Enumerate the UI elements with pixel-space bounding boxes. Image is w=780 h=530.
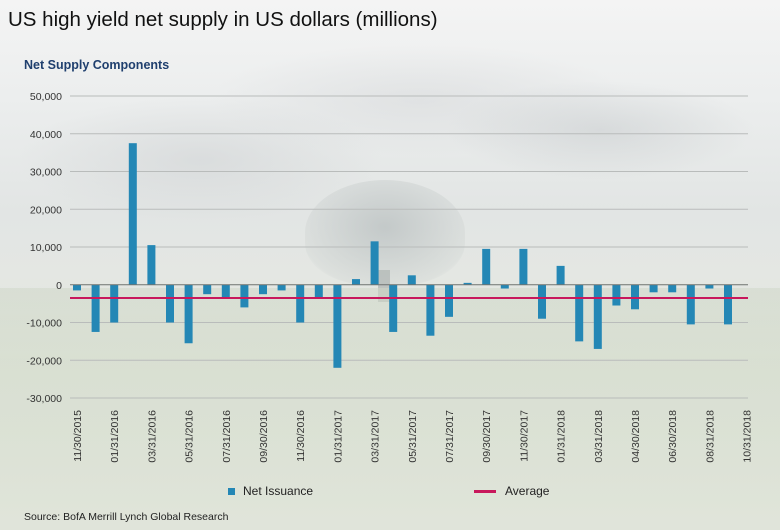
y-tick-label: -30,000	[26, 393, 62, 405]
legend-average: Average	[474, 484, 549, 498]
x-tick-label: 03/31/2018	[593, 410, 605, 463]
x-tick-label: 11/30/2017	[518, 410, 530, 462]
bar-net-issuance	[91, 284, 100, 332]
bar-net-issuance	[240, 284, 249, 308]
source-note: Source: BofA Merrill Lynch Global Resear…	[24, 511, 229, 523]
bar-net-issuance	[73, 284, 81, 291]
bar-net-issuance	[314, 284, 323, 298]
bar-net-issuance	[166, 284, 174, 323]
bar-net-issuance	[426, 284, 435, 336]
bar-net-issuance	[538, 284, 546, 319]
bar-net-issuance	[352, 279, 360, 285]
bar-net-issuance	[445, 284, 453, 317]
x-tick-label: 04/30/2018	[630, 410, 642, 463]
y-tick-label: 10,000	[30, 242, 62, 254]
bar-net-issuance	[370, 241, 379, 285]
bar-net-issuance	[556, 265, 565, 285]
bar-net-issuance	[203, 284, 212, 295]
x-tick-label: 07/31/2017	[444, 410, 456, 463]
bar-net-issuance	[277, 284, 286, 291]
bar-net-issuance	[184, 284, 193, 344]
bar-net-issuance	[668, 284, 677, 293]
x-tick-label: 03/31/2016	[146, 410, 158, 463]
x-tick-label: 10/31/2018	[742, 410, 754, 463]
bar-net-issuance	[724, 284, 732, 325]
chart-title: US high yield net supply in US dollars (…	[8, 8, 438, 31]
bar-net-issuance	[649, 284, 658, 293]
y-tick-label: 40,000	[30, 129, 62, 141]
bar-net-issuance	[147, 245, 156, 285]
legend-net-issuance: Net Issuance	[228, 484, 313, 498]
x-tick-label: 09/30/2017	[481, 410, 493, 463]
x-tick-label: 01/31/2016	[109, 410, 121, 463]
legend-average-label: Average	[505, 484, 550, 498]
bar-net-issuance	[705, 284, 714, 289]
x-tick-label: 05/31/2016	[184, 410, 196, 463]
bar-net-issuance	[296, 284, 305, 323]
bar-net-issuance	[333, 284, 342, 368]
y-tick-label: -10,000	[26, 318, 62, 330]
x-tick-label: 01/31/2018	[556, 410, 568, 463]
x-tick-label: 09/30/2016	[258, 410, 270, 463]
bar-net-issuance	[575, 284, 584, 342]
y-tick-label: -20,000	[26, 355, 62, 367]
x-tick-label: 08/31/2018	[704, 410, 716, 463]
y-tick-label: 0	[56, 280, 62, 292]
x-tick-label: 03/31/2017	[370, 410, 382, 463]
bar-net-issuance	[463, 282, 472, 285]
bar-net-issuance	[593, 284, 602, 349]
bar-net-issuance	[221, 284, 230, 298]
bar-net-issuance	[389, 284, 398, 332]
x-tick-label: 11/30/2016	[295, 410, 307, 462]
x-tick-label: 07/31/2016	[221, 410, 233, 463]
y-tick-label: 30,000	[30, 167, 62, 179]
background-tree	[305, 180, 465, 285]
bar-net-issuance	[110, 284, 119, 323]
legend-net-issuance-label: Net Issuance	[243, 484, 314, 498]
bar-net-issuance	[407, 275, 416, 285]
bar-net-issuance	[482, 248, 491, 285]
bar-net-issuance	[128, 143, 137, 285]
bar-net-issuance	[500, 284, 509, 289]
bar-net-issuance	[519, 248, 528, 285]
x-tick-label: 01/31/2017	[332, 410, 344, 463]
y-tick-label: 50,000	[30, 91, 62, 103]
x-tick-label: 05/31/2017	[407, 410, 419, 463]
x-tick-label: 11/30/2015	[72, 410, 84, 462]
legend-line-swatch	[474, 490, 496, 494]
bar-net-issuance	[686, 284, 695, 325]
chart-subtitle: Net Supply Components	[24, 58, 170, 72]
bar-net-issuance	[259, 284, 267, 295]
bar-net-issuance	[612, 284, 621, 306]
x-tick-label: 06/30/2018	[667, 410, 679, 463]
y-tick-label: 20,000	[30, 204, 62, 216]
legend-bar-swatch	[228, 488, 235, 496]
